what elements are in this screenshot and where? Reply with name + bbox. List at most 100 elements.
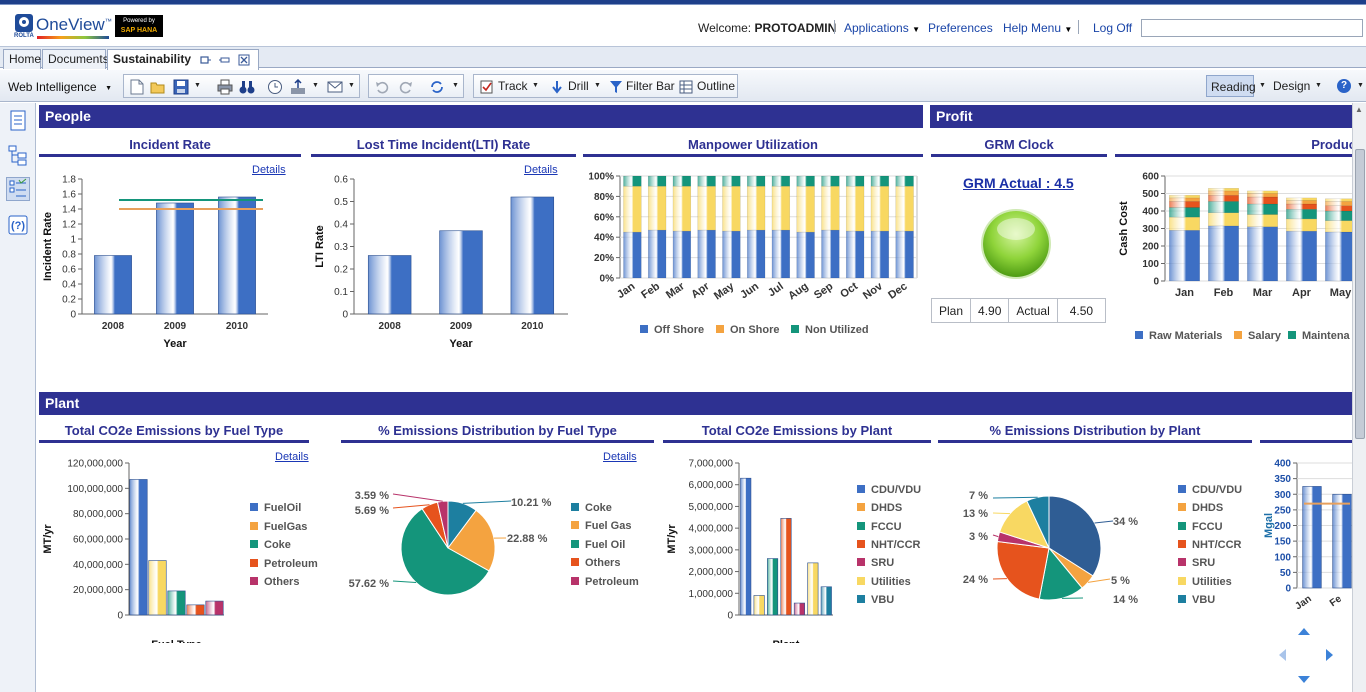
nav-right-icon[interactable] (1325, 648, 1335, 662)
drill-label[interactable]: Drill (568, 79, 589, 93)
close-icon[interactable] (238, 54, 250, 66)
x-tick-label: Feb (639, 280, 662, 301)
section-header-people: People (39, 105, 923, 128)
legend-item: DHDS (857, 502, 902, 514)
y-tick-label: 0 (727, 611, 733, 622)
y-tick-label: 0 (1285, 584, 1291, 595)
filter-icon[interactable] (609, 80, 623, 94)
preferences-link[interactable]: Preferences (928, 21, 993, 35)
outline-icon[interactable] (679, 80, 693, 94)
bar-segment-feb (1208, 225, 1239, 282)
legend-item: FuelOil (250, 502, 301, 514)
grm-actual-link[interactable]: GRM Actual : 4.5 (963, 175, 1074, 191)
rolta-logo-icon[interactable] (15, 14, 33, 32)
outline-label[interactable]: Outline (697, 79, 736, 93)
tab-sustainability[interactable]: Sustainability (107, 49, 259, 70)
chevron-down-icon[interactable]: ▼ (594, 82, 601, 89)
x-tick-label: 2008 (379, 321, 402, 332)
grm-light-shine (997, 218, 1035, 240)
legend-label: Petroleum (585, 575, 639, 588)
restore-icon[interactable] (219, 54, 231, 66)
nav-up-icon[interactable] (1297, 626, 1311, 636)
nav-down-icon[interactable] (1297, 675, 1311, 685)
x-tick-label: Jan (1293, 593, 1313, 612)
print-icon[interactable] (217, 79, 233, 95)
section-header-profit: Profit (930, 105, 1352, 128)
chevron-down-icon[interactable]: ▼ (1315, 82, 1322, 89)
bar-fueloil (129, 479, 148, 616)
legend-item: Salary (1234, 330, 1281, 342)
reading-mode-button[interactable]: Reading (1206, 75, 1256, 97)
incident-details-link[interactable]: Details (252, 164, 286, 176)
new-document-icon[interactable] (130, 79, 144, 95)
legend-label: FuelGas (264, 520, 308, 533)
refresh-icon[interactable] (429, 80, 445, 94)
export-icon[interactable] (290, 79, 306, 95)
lti-details-link[interactable]: Details (524, 164, 558, 176)
legend-swatch (857, 539, 865, 548)
history-icon[interactable] (267, 79, 283, 95)
legend-label: Coke (585, 502, 612, 514)
log-off-link[interactable]: Log Off (1093, 21, 1133, 35)
scroll-up-icon[interactable]: ▲ (1355, 105, 1363, 114)
legend-label: VBU (1192, 593, 1216, 606)
document-summary-icon[interactable] (6, 109, 30, 133)
open-folder-icon[interactable] (150, 79, 166, 95)
chevron-down-icon[interactable]: ▼ (1357, 82, 1364, 89)
pie-data-label: 24 % (963, 574, 988, 586)
legend-item: SRU (1178, 557, 1215, 569)
help-menu[interactable]: Help Menu ▼ (1003, 21, 1072, 35)
undo-icon[interactable] (375, 80, 389, 94)
help-panel-icon[interactable]: (?) (6, 213, 30, 237)
y-tick-label: 400 (1142, 207, 1159, 218)
report-map-icon[interactable] (6, 143, 30, 167)
chevron-down-icon[interactable]: ▼ (348, 82, 355, 89)
reading-label: Reading (1211, 80, 1256, 94)
chevron-down-icon[interactable]: ▼ (532, 82, 539, 89)
tab-documents[interactable]: Documents (42, 49, 109, 69)
chevron-down-icon[interactable]: ▼ (1259, 82, 1266, 89)
y-tick-label: 60,000,000 (73, 535, 123, 546)
search-input[interactable] (1141, 19, 1363, 37)
legend-label: Others (585, 557, 621, 570)
y-tick-label: 300 (1274, 490, 1291, 501)
track-label[interactable]: Track (498, 79, 528, 93)
co2-fuel-details-link[interactable]: Details (275, 451, 309, 463)
grm-plan-label: Plan (930, 298, 972, 323)
redo-icon[interactable] (399, 80, 413, 94)
bar-segment-oct (845, 185, 865, 232)
pct-fuel-details-link[interactable]: Details (603, 451, 637, 463)
bar-segment-may (1325, 210, 1352, 221)
legend-label: Maintena (1302, 330, 1350, 342)
manpower-title: Manpower Utilization (583, 137, 923, 157)
bar-segment-nov (870, 175, 890, 187)
track-icon[interactable] (480, 80, 494, 94)
drill-icon[interactable] (550, 80, 564, 94)
nav-left-icon[interactable] (1277, 648, 1287, 662)
web-intelligence-menu[interactable]: Web Intelligence ▼ (8, 79, 116, 95)
save-icon[interactable] (173, 79, 189, 95)
email-icon[interactable] (327, 80, 343, 94)
design-mode-button[interactable]: Design (1273, 79, 1311, 93)
scroll-thumb[interactable] (1355, 149, 1365, 439)
chevron-down-icon[interactable]: ▼ (312, 82, 319, 89)
pin-icon[interactable] (199, 54, 211, 66)
chevron-down-icon[interactable]: ▼ (194, 82, 201, 89)
user-name: PROTOADMIN (754, 21, 837, 35)
input-controls-icon[interactable] (6, 177, 30, 201)
oneview-logo[interactable]: OneView™ (36, 15, 112, 35)
legend-item: CDU/VDU (857, 484, 921, 496)
filter-bar-label[interactable]: Filter Bar (626, 79, 675, 93)
legend-label: Off Shore (654, 324, 705, 336)
help-icon[interactable]: ? (1337, 79, 1351, 93)
chevron-down-icon[interactable]: ▼ (452, 82, 459, 89)
find-binoculars-icon[interactable] (239, 79, 255, 95)
grm-table-row: Plan 4.90 Actual 4.50 (930, 298, 1107, 323)
pie-data-label: 57.62 % (349, 578, 390, 590)
production-chart: 0 100 200 300 400 500 600 Jan Feb Mar Apr May Cash C… (1118, 172, 1352, 299)
legend-item: Utilities (857, 576, 911, 588)
legend-swatch (1178, 503, 1186, 512)
vertical-scrollbar[interactable]: ▲ (1352, 103, 1366, 692)
applications-menu[interactable]: Applications ▼ (844, 21, 920, 35)
tab-home[interactable]: Home (3, 49, 41, 69)
